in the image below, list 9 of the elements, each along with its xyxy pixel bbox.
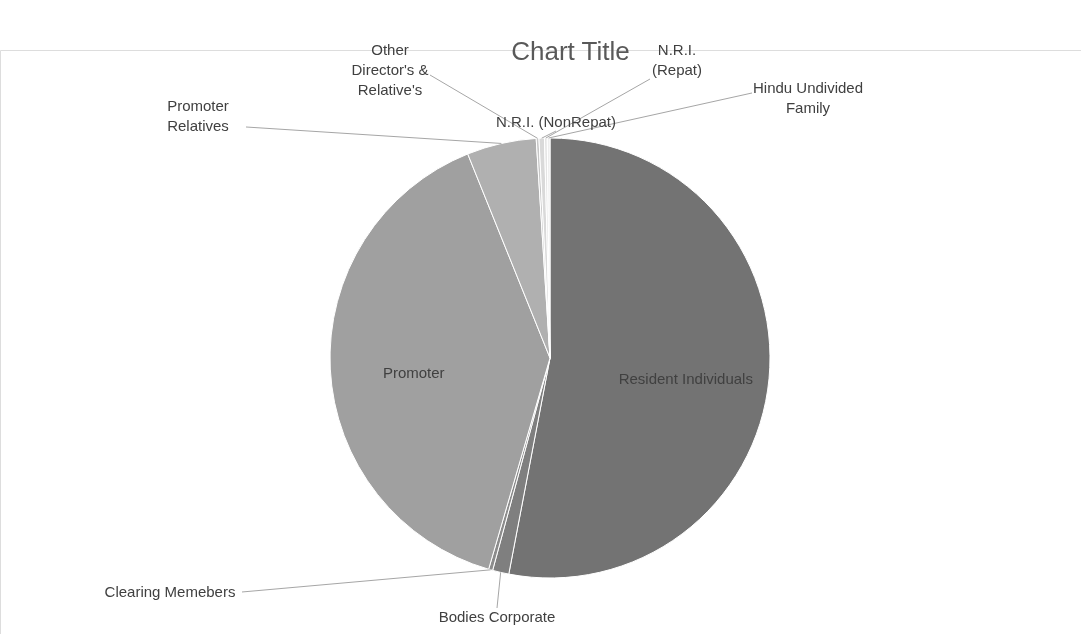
slice-label: N.R.I. (Repat) — [651, 41, 703, 78]
slice-label: Clearing Memebers — [104, 583, 236, 600]
chart-title: Chart Title — [511, 36, 630, 66]
slice-label: Bodies Corporate — [438, 608, 556, 625]
slice-label: Other Director's & Relative's — [351, 41, 429, 98]
slice-label: N.R.I. (NonRepat) — [495, 113, 617, 130]
slice-label: Hindu Undivided Family — [752, 79, 864, 116]
slice-label: Promoter — [382, 363, 445, 381]
slice-label: Promoter Relatives — [167, 97, 229, 134]
